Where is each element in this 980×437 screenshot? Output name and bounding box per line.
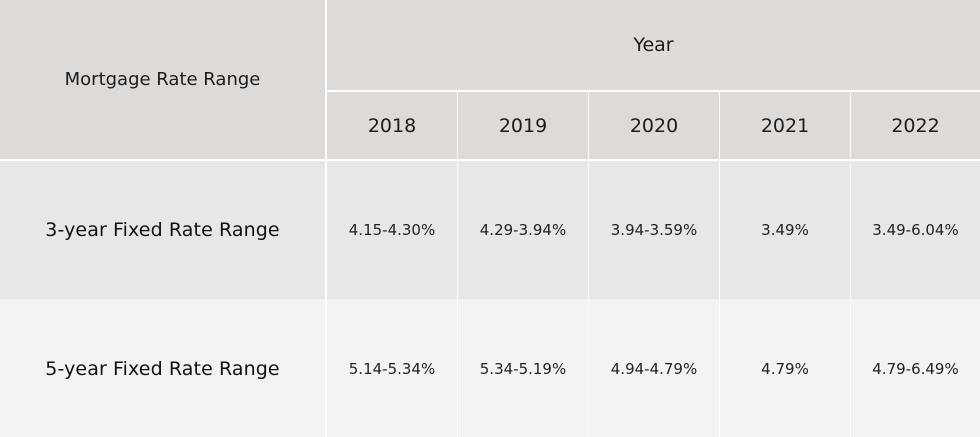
year-header-2019: 2019 <box>458 92 589 161</box>
table-cell: 3.94-3.59% <box>589 161 720 300</box>
column-group-label: Year <box>327 0 980 92</box>
table-cell: 4.29-3.94% <box>458 161 589 300</box>
table-cell: 4.79% <box>720 300 851 437</box>
table-cell: 4.94-4.79% <box>589 300 720 437</box>
table-cell: 3.49% <box>720 161 851 300</box>
year-header-2020: 2020 <box>589 92 720 161</box>
year-header-2022: 2022 <box>851 92 980 161</box>
table-cell: 5.14-5.34% <box>327 300 458 437</box>
table-cell: 3.49-6.04% <box>851 161 980 300</box>
year-header-2021: 2021 <box>720 92 851 161</box>
row-label-5-year: 5-year Fixed Rate Range <box>0 300 327 437</box>
table-cell: 4.79-6.49% <box>851 300 980 437</box>
table-cell: 5.34-5.19% <box>458 300 589 437</box>
table-cell: 4.15-4.30% <box>327 161 458 300</box>
row-label-3-year: 3-year Fixed Rate Range <box>0 161 327 300</box>
row-header-label: Mortgage Rate Range <box>0 0 327 161</box>
year-header-2018: 2018 <box>327 92 458 161</box>
